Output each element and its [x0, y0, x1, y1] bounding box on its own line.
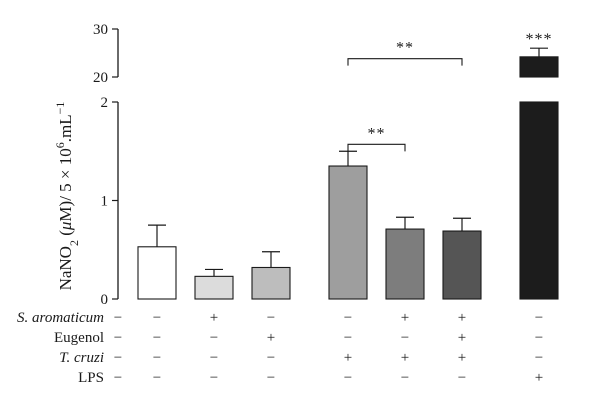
treatment-table: S. aromaticum − − + − − + + −Eugenol − − − + − − + −T. c… [17, 310, 543, 386]
treatment-sign: − [114, 370, 122, 386]
treatment-sign: − [401, 330, 409, 346]
treatment-sign: − [210, 330, 218, 346]
treatment-sign: − [267, 370, 275, 386]
treatment-sign: − [401, 370, 409, 386]
y-tick-label: 30 [93, 22, 108, 38]
treatment-sign: − [267, 350, 275, 366]
y-tick-label: 1 [101, 194, 109, 210]
treatment-sign: − [153, 350, 161, 366]
treatment-sign: − [344, 310, 352, 326]
treatment-sign: − [153, 330, 161, 346]
significance-label: ** [368, 125, 386, 142]
treatment-row-label: LPS [78, 370, 104, 386]
treatment-sign: − [458, 370, 466, 386]
treatment-sign: + [458, 310, 466, 326]
y-tick-label: 0 [101, 292, 109, 308]
y-axis-label: NaNO2 (μM)/ 5 × 106.mL−1 [53, 102, 81, 291]
treatment-sign: − [114, 310, 122, 326]
bars-layer [137, 47, 559, 300]
treatment-sign: + [267, 330, 275, 346]
treatment-sign: − [535, 330, 543, 346]
treatment-sign: − [535, 350, 543, 366]
bar [194, 275, 234, 300]
axis-layer: 0 1 2 20 30 [93, 22, 119, 308]
bar [137, 246, 177, 300]
bar-upper-segment [519, 56, 559, 78]
treatment-row-label: S. aromaticum [17, 310, 104, 326]
y-tick-label: 2 [101, 95, 109, 111]
treatment-row-label: Eugenol [54, 330, 104, 346]
treatment-sign: − [153, 310, 161, 326]
treatment-sign: − [267, 310, 275, 326]
treatment-sign: + [344, 350, 352, 366]
significance-label: ** [396, 40, 414, 57]
treatment-sign: − [344, 330, 352, 346]
treatment-sign: − [153, 370, 161, 386]
significance-label: *** [526, 31, 553, 48]
bar [328, 165, 368, 300]
bar [385, 228, 425, 300]
treatment-sign: − [114, 330, 122, 346]
bar [442, 230, 482, 300]
bar [251, 266, 291, 300]
significance-bracket [347, 143, 406, 152]
treatment-sign: − [210, 370, 218, 386]
treatment-sign: − [114, 350, 122, 366]
treatment-sign: + [401, 350, 409, 366]
treatment-sign: − [210, 350, 218, 366]
y-tick-label: 20 [93, 70, 108, 86]
significance-bracket [347, 58, 463, 66]
treatment-sign: + [210, 310, 218, 326]
treatment-sign: − [535, 310, 543, 326]
significance-layer: ******* [347, 31, 553, 152]
treatment-sign: + [458, 350, 466, 366]
treatment-sign: + [458, 330, 466, 346]
treatment-row-label: T. cruzi [59, 350, 104, 366]
treatment-sign: − [344, 370, 352, 386]
treatment-sign: + [401, 310, 409, 326]
treatment-sign: + [535, 370, 543, 386]
bar [519, 101, 559, 300]
